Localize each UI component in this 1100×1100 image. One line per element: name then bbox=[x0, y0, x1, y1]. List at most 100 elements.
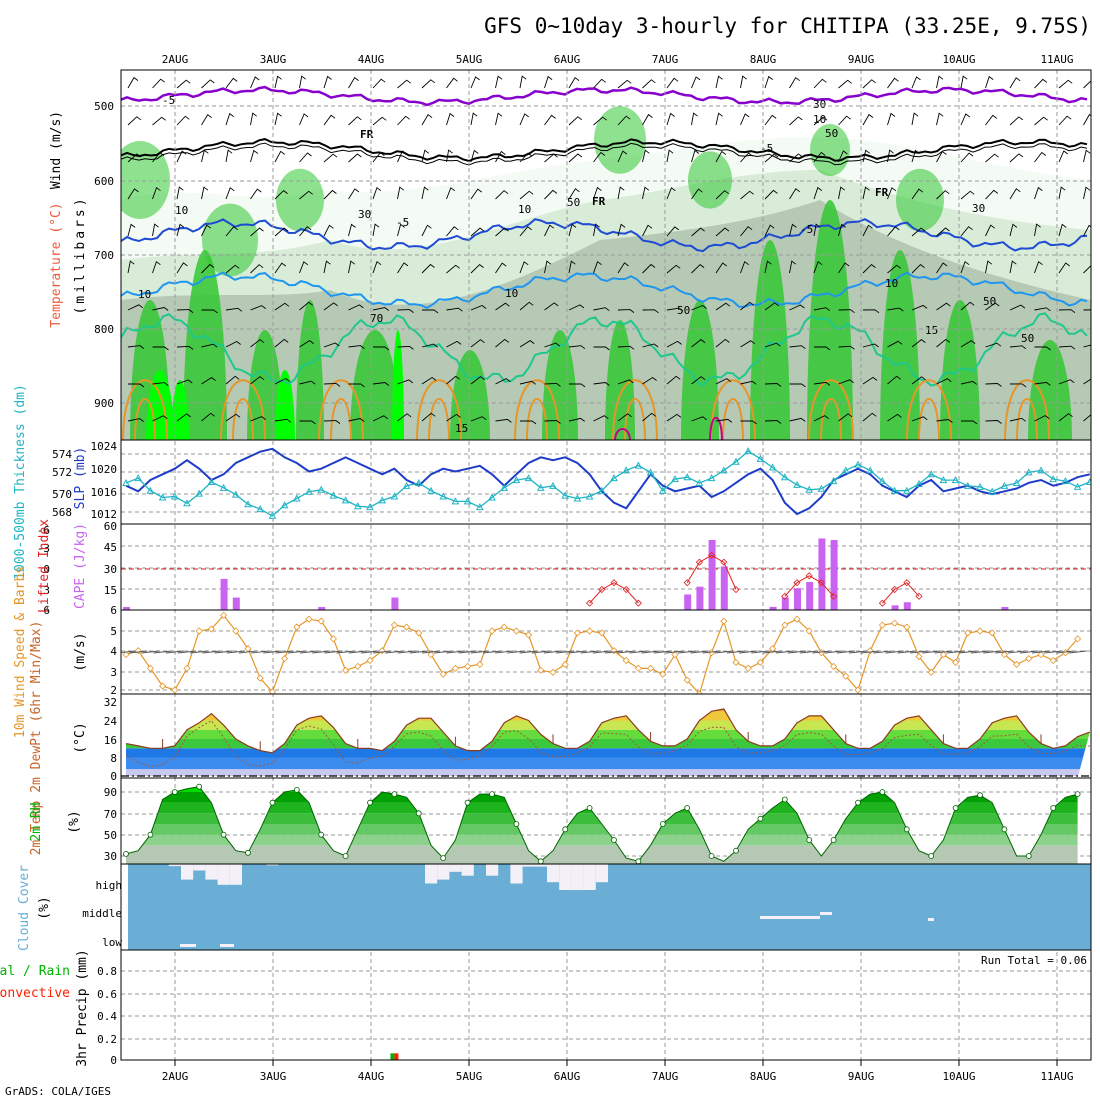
contour-label: 10 bbox=[138, 288, 151, 301]
wind-barb bbox=[225, 413, 241, 422]
wind-barb bbox=[740, 190, 754, 200]
rh-point bbox=[342, 853, 349, 859]
thickness-point bbox=[292, 494, 301, 502]
thickness-point bbox=[488, 493, 496, 501]
wind-barb bbox=[813, 381, 831, 386]
li-tick: 0 bbox=[43, 563, 50, 576]
rh-point bbox=[830, 837, 837, 843]
wind-barb bbox=[397, 115, 410, 126]
thickness-label: 1000-500mb Thickness (dm) bbox=[13, 384, 28, 580]
rh-point bbox=[464, 799, 471, 806]
li-point bbox=[878, 599, 886, 607]
wind-point bbox=[769, 645, 777, 653]
wind-barb bbox=[299, 380, 316, 385]
temp2m-unit: (°C) bbox=[73, 722, 88, 753]
cape-bar bbox=[123, 607, 130, 610]
li-point bbox=[793, 579, 801, 587]
wind-barb bbox=[225, 149, 233, 163]
thickness-point bbox=[597, 486, 606, 494]
wind-barb bbox=[568, 260, 576, 274]
wind-point bbox=[915, 653, 923, 661]
wind-point bbox=[403, 623, 411, 631]
temp-tick: 24 bbox=[104, 715, 118, 728]
wind-point bbox=[610, 647, 618, 655]
rh-band bbox=[126, 834, 1078, 846]
wind-point bbox=[622, 656, 630, 665]
wind-barb bbox=[911, 416, 928, 422]
wind-barb bbox=[470, 112, 478, 126]
wind-barb bbox=[348, 304, 364, 311]
wind-barb-10m bbox=[470, 650, 489, 654]
isotherm-25 bbox=[232, 398, 254, 440]
wind-barb bbox=[887, 340, 903, 348]
wind-tick: 2 bbox=[110, 684, 117, 697]
cape-bar bbox=[781, 597, 789, 610]
wind-barb bbox=[274, 190, 288, 200]
wind-barb bbox=[176, 186, 184, 200]
wind-barb bbox=[544, 153, 558, 163]
date-label-bottom: 11AUG bbox=[1040, 1070, 1073, 1083]
date-label-top: 6AUG bbox=[554, 53, 581, 66]
cloud-clear-bar bbox=[193, 864, 206, 871]
isotherm-minus5 bbox=[121, 218, 1088, 253]
axis-tick: 574 bbox=[52, 448, 72, 461]
date-label-bottom: 8AUG bbox=[750, 1070, 777, 1083]
wind-barb-10m bbox=[995, 650, 1014, 654]
wind-barb bbox=[568, 417, 585, 422]
wind-point bbox=[390, 621, 398, 629]
li-label: Lifted Index bbox=[37, 519, 52, 613]
li-tick: -3 bbox=[37, 542, 50, 555]
wind-barb-10m bbox=[592, 650, 611, 654]
wind-barb bbox=[764, 189, 778, 200]
contour-label: 30 bbox=[358, 208, 371, 221]
wind10-label: 10m Wind Speed & Barbs bbox=[13, 566, 28, 738]
wind-barb bbox=[201, 377, 216, 385]
thickness-point bbox=[183, 499, 191, 507]
date-label-top: 4AUG bbox=[358, 53, 385, 66]
wind-barb bbox=[593, 116, 607, 126]
contour-label: 70 bbox=[370, 312, 383, 325]
isotherm-30 bbox=[709, 417, 723, 440]
wind-tick: 3 bbox=[110, 666, 117, 679]
thickness-point bbox=[841, 466, 850, 474]
wind-barb bbox=[617, 79, 632, 89]
thickness-point bbox=[231, 490, 240, 498]
wind-barb-10m bbox=[348, 650, 367, 654]
pressure-tick: 500 bbox=[94, 100, 114, 113]
wind-barb bbox=[813, 415, 829, 422]
temp-bands bbox=[126, 708, 1090, 776]
wind-barb bbox=[1083, 80, 1091, 89]
thickness-point bbox=[671, 475, 679, 483]
thickness-point bbox=[902, 486, 911, 494]
wind-barb bbox=[225, 112, 234, 126]
slp-line bbox=[125, 447, 1091, 516]
wind-barb bbox=[1009, 345, 1027, 350]
wind-point bbox=[1013, 660, 1021, 668]
wind-barb bbox=[617, 309, 635, 313]
wind-barb bbox=[911, 188, 924, 200]
wind-barb bbox=[519, 420, 537, 425]
rh-point bbox=[952, 805, 959, 811]
cloud-clear-bar bbox=[534, 864, 547, 867]
wind-barb bbox=[397, 186, 405, 200]
wind-barb-10m bbox=[763, 650, 782, 654]
thickness-point bbox=[500, 483, 509, 491]
wind-barb bbox=[985, 302, 1000, 311]
thickness-point bbox=[1073, 482, 1082, 490]
wind-barb bbox=[740, 260, 749, 274]
temp-line bbox=[125, 708, 1091, 754]
wind-barb bbox=[201, 186, 209, 200]
wind-barb bbox=[1009, 383, 1027, 388]
wind-barb bbox=[127, 153, 142, 163]
pressure-tick: 700 bbox=[94, 249, 114, 262]
wind-point bbox=[647, 664, 655, 672]
date-label-top: 3AUG bbox=[260, 53, 287, 66]
rh-point bbox=[757, 815, 764, 822]
cloud-clear-bar bbox=[266, 864, 279, 866]
freezing-line bbox=[121, 138, 1088, 163]
thickness-point bbox=[805, 485, 814, 493]
wind-barb-10m bbox=[787, 650, 807, 654]
thickness-point bbox=[366, 503, 374, 511]
wind-barb bbox=[642, 113, 653, 126]
